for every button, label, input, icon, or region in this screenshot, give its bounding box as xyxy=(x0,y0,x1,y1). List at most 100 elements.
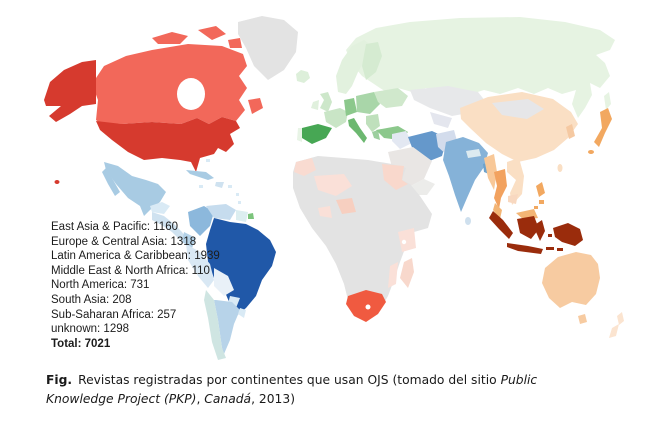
region-scandinavia xyxy=(336,40,372,94)
caption-text-mid: , xyxy=(196,392,205,406)
region-japan xyxy=(594,108,612,147)
figure-caption: Fig. Revistas registradas por continentes… xyxy=(46,371,606,409)
region-central-america xyxy=(152,212,186,240)
world-map xyxy=(44,16,624,360)
region-alaska xyxy=(44,60,96,122)
region-morocco xyxy=(294,158,316,176)
region-chile xyxy=(204,290,226,360)
region-ecuador xyxy=(182,232,196,248)
region-maluku xyxy=(548,234,552,237)
region-egypt xyxy=(382,164,408,190)
region-balkans xyxy=(366,114,380,132)
region-levant xyxy=(392,131,412,149)
region-ireland xyxy=(311,100,319,110)
region-korea xyxy=(566,124,575,139)
region-venezuela xyxy=(206,204,236,220)
lake-victoria xyxy=(401,239,407,245)
region-sahel xyxy=(314,174,352,196)
region-java xyxy=(507,243,543,254)
region-philippines-south-2 xyxy=(534,206,538,209)
caption-text-tail: , 2013) xyxy=(251,392,296,406)
region-canada-arctic-1 xyxy=(152,32,188,44)
region-bolivia xyxy=(214,268,234,296)
region-jamaica xyxy=(199,185,203,188)
region-colombia xyxy=(188,206,214,236)
region-italy xyxy=(348,118,367,143)
legend-item-europe-central-asia: Europe & Central Asia: 1318 xyxy=(51,235,197,248)
region-uk xyxy=(320,92,332,112)
region-uruguay xyxy=(238,308,246,318)
region-borneo xyxy=(517,216,539,239)
region-ghana xyxy=(318,206,332,218)
region-malaysia-peninsula xyxy=(493,203,502,219)
region-sumatra xyxy=(489,211,513,239)
region-portugal xyxy=(297,128,302,142)
region-new-zealand-north xyxy=(617,312,624,325)
legend-item-middle-east-north-africa: Middle East & North Africa: 110 xyxy=(51,264,210,277)
region-taiwan xyxy=(557,164,563,172)
region-canada-arctic-3 xyxy=(228,38,242,48)
region-central-europe xyxy=(356,92,380,114)
region-germany xyxy=(344,98,357,116)
region-newfoundland xyxy=(248,98,263,114)
region-thailand xyxy=(494,169,507,209)
region-guyana xyxy=(236,210,248,222)
region-antilles-1 xyxy=(236,193,239,196)
map-legend: East Asia & Pacific: 1160 Europe & Centr… xyxy=(51,220,220,351)
legend-item-south-asia: South Asia: 208 xyxy=(51,293,132,306)
region-puerto-rico xyxy=(228,185,232,188)
region-mozambique xyxy=(388,262,398,288)
region-brazil xyxy=(206,218,276,316)
region-iceland xyxy=(296,70,310,83)
region-russia xyxy=(346,17,615,118)
region-madagascar xyxy=(400,258,414,288)
legend-item-latin-america-caribbean: Latin America & Caribbean: 1939 xyxy=(51,250,220,263)
region-cambodia xyxy=(508,194,518,204)
region-new-zealand-south xyxy=(609,324,619,338)
region-sri-lanka xyxy=(465,217,471,225)
region-france xyxy=(324,108,348,128)
caption-italic-country: Canadá xyxy=(204,392,252,406)
region-nepal xyxy=(466,149,481,158)
region-central-asia xyxy=(430,112,452,128)
region-ukraine xyxy=(374,88,408,108)
legend-item-north-america: North America: 731 xyxy=(51,279,150,292)
region-bahamas xyxy=(206,159,210,162)
caption-fig-label: Fig. xyxy=(46,373,73,387)
region-lesotho xyxy=(365,304,371,310)
region-argentina xyxy=(214,300,240,354)
region-canada xyxy=(92,44,247,124)
region-cuba xyxy=(186,170,214,180)
region-baja xyxy=(102,168,120,196)
caption-italic-source: Public Knowledge Project (PKP) xyxy=(46,373,538,406)
region-finland xyxy=(362,42,382,80)
region-antilles-2 xyxy=(238,201,241,204)
legend-total: Total: 7021 xyxy=(51,337,111,350)
region-myanmar xyxy=(484,154,497,190)
region-lesser-sunda-1 xyxy=(546,247,554,250)
region-canada-arctic-2 xyxy=(198,26,226,40)
region-yucatan xyxy=(150,202,170,214)
region-hawaii xyxy=(54,180,60,184)
region-china xyxy=(460,92,578,162)
region-mongolia xyxy=(492,99,544,119)
region-philippines-south-1 xyxy=(539,200,544,204)
region-peru xyxy=(186,244,214,288)
legend-item-sub-saharan-africa: Sub-Saharan Africa: 257 xyxy=(51,308,177,321)
region-usa xyxy=(96,117,240,172)
region-nigeria xyxy=(336,198,356,214)
region-kenya-tanzania xyxy=(398,228,416,252)
region-french-guiana xyxy=(248,213,254,219)
caption-text-lead: Revistas registradas por continentes que… xyxy=(78,373,501,387)
region-japan-south xyxy=(588,150,594,154)
legend-item-unknown: unknown: 1298 xyxy=(51,323,130,336)
region-sakhalin xyxy=(604,92,611,110)
region-mexico xyxy=(104,162,166,216)
region-vietnam-laos xyxy=(507,158,524,205)
region-philippines xyxy=(536,182,545,197)
region-greece xyxy=(372,130,380,140)
region-australia xyxy=(542,252,600,308)
region-tasmania xyxy=(578,314,587,324)
region-spain xyxy=(302,124,332,144)
